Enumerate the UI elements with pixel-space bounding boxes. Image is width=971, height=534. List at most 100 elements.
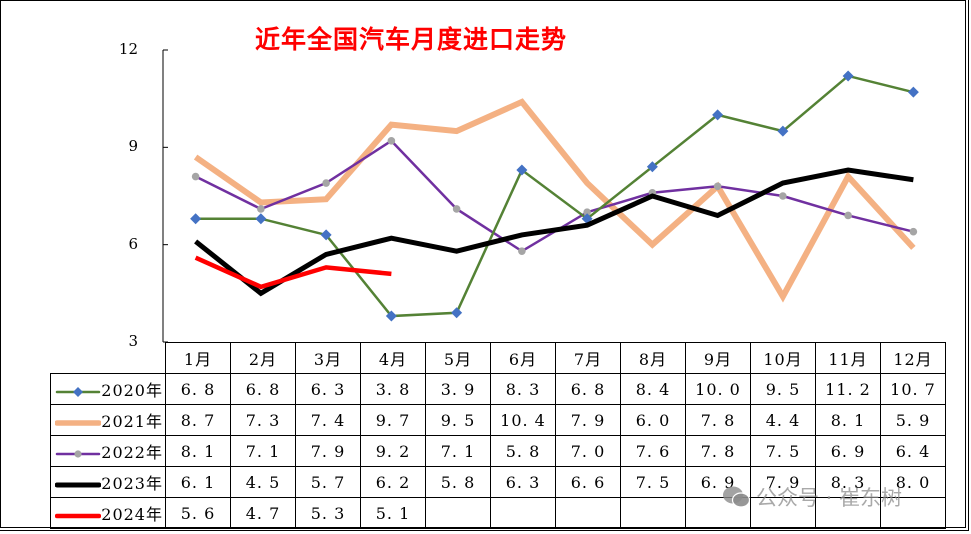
month-header: 3月 [295,342,361,374]
table-cell: 6. 6 [555,466,621,498]
table-cell: 7. 8 [685,404,751,436]
table-cell: 8. 4 [620,373,686,405]
circle-marker [518,247,526,255]
table-cell: 6. 2 [360,466,426,498]
circle-marker [583,208,591,217]
circle-marker [387,137,396,145]
legend-swatch-icon [56,386,101,397]
table-cell: 7. 3 [230,404,296,436]
table-cell: 8. 0 [880,466,946,498]
legend-swatch-icon [55,419,102,426]
table-cell: 7. 6 [620,435,686,467]
frame-edge-bottom [0,530,969,531]
table-cell: 4. 7 [230,497,296,529]
table-cell [620,497,686,529]
table-cell: 10. 7 [880,373,946,405]
month-header: 6月 [490,342,556,374]
y-tick-6: 6 [128,235,138,253]
table-cell: 5. 1 [360,497,426,529]
series-2023年 [194,167,914,297]
table-cell: 10. 0 [685,373,751,405]
circle-marker [909,227,918,236]
table-cell [555,497,621,529]
table-cell: 5. 9 [880,404,946,436]
legend-entry: 2024年 [50,497,166,529]
table-cell: 4. 4 [750,404,816,436]
table-cell: 7. 0 [555,435,621,467]
watermark-text: 公众号 · 崔东树 [756,486,903,510]
table-cell: 5. 3 [295,497,361,529]
table-cell: 11. 2 [815,373,881,405]
table-cell: 6. 3 [295,373,361,405]
series-lines [190,70,919,322]
chart-title: 近年全国汽车月度进口走势 [255,25,568,54]
table-cell: 9. 5 [750,373,816,405]
diamond-marker [255,213,267,225]
month-header: 8月 [620,342,686,374]
series-2024年 [194,255,392,290]
table-row: 2022年 8. 1 7. 1 7. 9 9. 2 7. 1 5. 8 7. 0 7. 6 7. … [50,435,946,467]
legend-swatch-icon [56,449,101,458]
month-header: 1月 [165,342,231,374]
table-cell [490,497,556,529]
watermark: 公众号 · 崔东树 [722,482,902,514]
series-2021年 [193,98,916,303]
circle-marker [713,182,722,191]
table-cell: 8. 3 [490,373,556,405]
series-2020年 [190,70,919,322]
legend-label: 2020年 [101,381,163,400]
diamond-marker [777,125,789,137]
table-cell: 3. 8 [360,373,426,405]
diamond-marker [451,307,463,319]
diamond-marker [842,70,854,82]
diamond-marker [190,213,202,225]
circle-marker [779,192,787,200]
diamond-marker [712,109,724,121]
legend-swatch-icon [55,513,102,518]
circle-marker [844,211,852,220]
circle-marker [191,172,200,181]
table-cell: 7. 4 [295,404,361,436]
table-cell [815,497,881,529]
data-table: 1月 2月 3月 4月 5月 6月 7月 8月 9月 10月 11月 12月 2020年 6. 8 6. 8… [50,342,946,529]
table-cell: 6. 3 [490,466,556,498]
table-cell: 7. 9 [295,435,361,467]
month-header: 4月 [360,342,426,374]
legend-entry: 2020年 [50,373,166,405]
table-cell: 6. 8 [165,373,231,405]
month-header: 9月 [685,342,751,374]
table-cell: 7. 1 [230,435,296,467]
series-2022年 [191,137,918,255]
y-axis [162,49,168,343]
table-header-row: 1月 2月 3月 4月 5月 6月 7月 8月 9月 10月 11月 12月 [50,342,946,374]
y-tick-9: 9 [128,137,138,155]
y-tick-3: 3 [128,332,138,350]
table-cell: 9. 2 [360,435,426,467]
table-cell: 5. 7 [295,466,361,498]
table-cell: 5. 6 [165,497,231,529]
circle-marker [322,179,330,187]
table-cell: 6. 4 [880,435,946,467]
table-row: 2024年 5. 6 4. 7 5. 3 5. 1 [50,497,946,529]
table-row: 2020年 6. 8 6. 8 6. 3 3. 8 3. 9 8. 3 6. 8 8. 4 10.… [50,373,946,405]
diamond-marker [385,310,397,322]
table-cell [750,497,816,529]
table-cell: 7. 5 [620,466,686,498]
table-cell: 3. 9 [425,373,491,405]
table-cell: 6. 0 [620,404,686,436]
table-cell: 6. 8 [555,373,621,405]
month-header: 12月 [880,342,946,374]
circle-marker [452,205,461,213]
legend-label: 2023年 [101,474,163,493]
month-header: 7月 [555,342,621,374]
table-cell: 8. 1 [165,435,231,467]
table-cell: 4. 5 [230,466,296,498]
diamond-marker [320,229,332,241]
month-header: 2月 [230,342,296,374]
circle-marker [257,205,265,213]
table-cell: 8. 7 [165,404,231,436]
table-cell: 5. 8 [490,435,556,467]
diamond-marker [646,161,658,173]
table-cell: 6. 8 [230,373,296,405]
